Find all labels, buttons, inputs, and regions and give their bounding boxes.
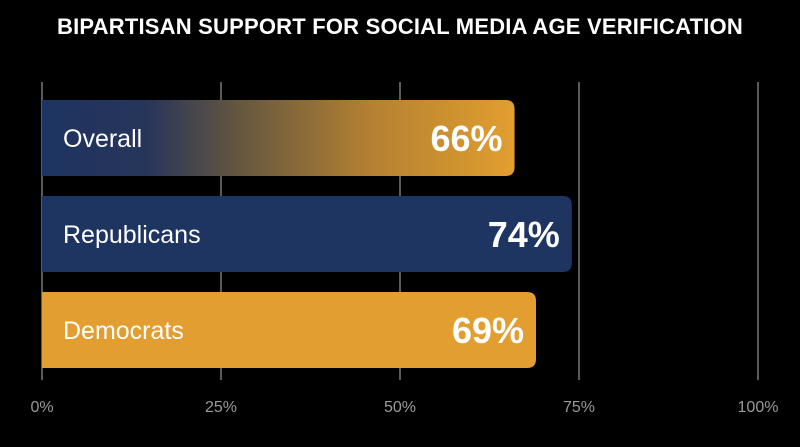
value-label-democrats: 69% — [452, 310, 524, 351]
chart-title: BIPARTISAN SUPPORT FOR SOCIAL MEDIA AGE … — [57, 14, 743, 39]
bar-label-overall: Overall — [63, 125, 142, 153]
value-label-overall: 66% — [430, 118, 502, 159]
bar-republicans — [42, 196, 572, 272]
x-tick-label-0: 0% — [30, 399, 53, 416]
bar-label-democrats: Democrats — [63, 317, 184, 345]
x-tick-label-100: 100% — [738, 399, 779, 416]
bar-overall — [42, 100, 515, 176]
x-tick-label-75: 75% — [563, 399, 595, 416]
x-tick-label-50: 50% — [384, 399, 416, 416]
x-tick-label-25: 25% — [205, 399, 237, 416]
value-label-republicans: 74% — [488, 214, 560, 255]
x-axis-ticks: 0% 25% 50% 75% 100% — [30, 399, 778, 416]
bar-democrats — [42, 292, 537, 368]
bars: Overall 66% Republicans 74% Democrats 69% — [42, 100, 572, 368]
bar-label-republicans: Republicans — [63, 221, 201, 249]
